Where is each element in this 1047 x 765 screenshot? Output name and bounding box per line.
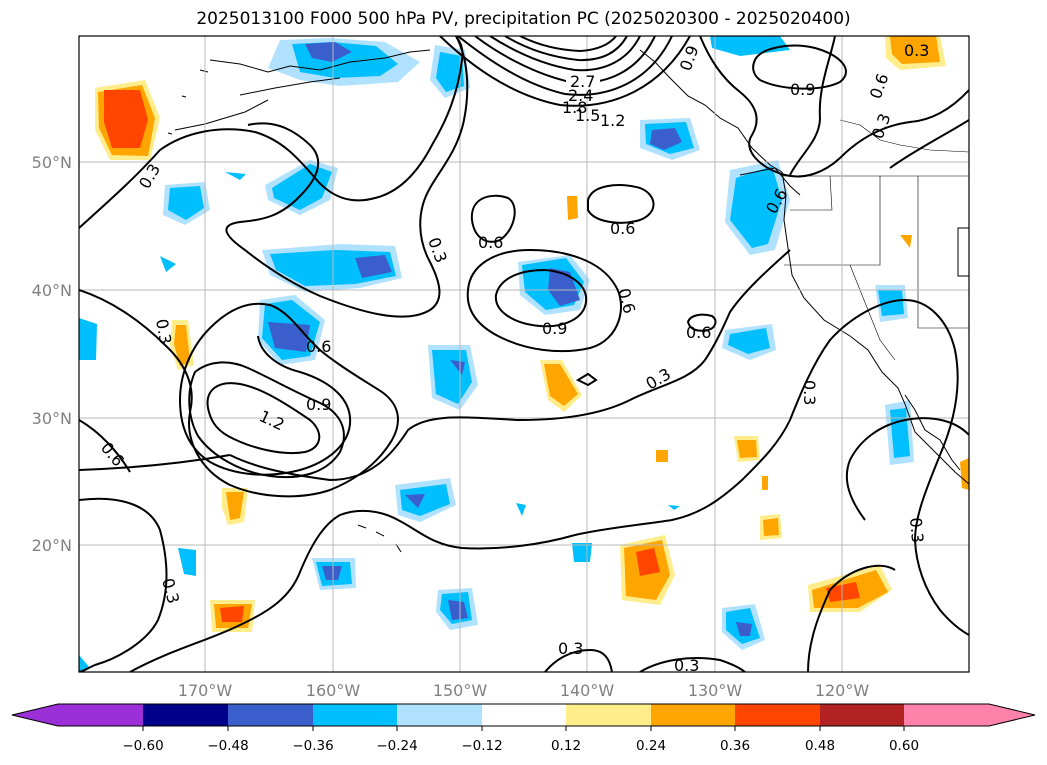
colorbar-swatch <box>904 704 989 726</box>
precip-shading <box>79 36 969 672</box>
contour-label: 0.9 <box>542 319 567 338</box>
colorbar-tick: −0.48 <box>207 738 248 754</box>
colorbar-tick: 0.36 <box>720 738 750 754</box>
lat-label-20n: 20°N <box>32 536 72 555</box>
colorbar-swatch <box>313 704 397 726</box>
map-frame <box>78 35 970 673</box>
lat-label-30n: 30°N <box>32 409 72 428</box>
lat-label-40n: 40°N <box>32 281 72 300</box>
longitude-labels: 170°W 160°W 150°W 140°W 130°W 120°W <box>178 681 870 700</box>
colorbar: −0.60 −0.48 −0.36 −0.24 −0.12 0.12 0.24 … <box>11 703 1036 754</box>
colorbar-swatch <box>820 704 904 726</box>
contour-label: 1.5 <box>575 106 600 125</box>
contour-label: 0.3 <box>674 656 699 675</box>
colorbar-tick: −0.12 <box>461 738 502 754</box>
lon-label-150w: 150°W <box>433 681 488 700</box>
contour-labels: 2.7 2.4 1.8 1.5 1.2 0.9 0.9 0.6 0.3 0.3 … <box>97 41 930 675</box>
contour-label: 0.6 <box>478 233 503 252</box>
contour-label: 0.9 <box>306 395 331 414</box>
lon-label-140w: 140°W <box>560 681 615 700</box>
colorbar-swatch <box>143 704 228 726</box>
gridlines <box>79 36 969 672</box>
colorbar-swatch <box>651 704 735 726</box>
contour-label: 0.3 <box>558 639 583 658</box>
contour-label: 1.2 <box>600 111 625 130</box>
contour-label: 0.6 <box>306 337 331 356</box>
colorbar-tick: 0.48 <box>805 738 835 754</box>
colorbar-extend-high <box>989 704 1035 726</box>
colorbar-tick: −0.24 <box>376 738 417 754</box>
contour-label: 0.3 <box>152 317 175 345</box>
contour-label: 0.6 <box>610 219 635 238</box>
coastlines <box>167 49 969 553</box>
lon-label-160w: 160°W <box>306 681 361 700</box>
contour-label: 0.6 <box>686 323 711 342</box>
colorbar-swatch <box>482 704 566 726</box>
contour-label: 2.7 <box>570 72 595 91</box>
lat-label-50n: 50°N <box>32 153 72 172</box>
colorbar-swatch <box>58 704 143 726</box>
contour-label: 2.4 <box>568 86 593 105</box>
colorbar-tick: 0.60 <box>889 738 919 754</box>
colorbar-tick: −0.36 <box>292 738 333 754</box>
colorbar-swatch <box>735 704 820 726</box>
contour-label: 0.3 <box>906 517 927 544</box>
map-panel: 2.7 2.4 1.8 1.5 1.2 0.9 0.9 0.6 0.3 0.3 … <box>79 36 969 675</box>
lon-label-170w: 170°W <box>178 681 233 700</box>
latitude-labels: 50°N 40°N 30°N 20°N <box>32 153 72 555</box>
pv-contours <box>79 36 969 672</box>
chart-title: 2025013100 F000 500 hPa PV, precipitatio… <box>196 9 851 29</box>
colorbar-outline <box>11 703 1036 727</box>
contour-label: 1.8 <box>562 98 587 117</box>
colorbar-swatch <box>397 704 482 726</box>
colorbar-tick: 0.12 <box>551 738 581 754</box>
contour-label: 0.3 <box>904 41 929 60</box>
colorbar-tick: 0.24 <box>636 738 666 754</box>
colorbar-tick: −0.60 <box>122 738 163 754</box>
lon-label-130w: 130°W <box>688 681 743 700</box>
contour-label: 0.9 <box>790 80 815 99</box>
colorbar-swatch <box>566 704 651 726</box>
colorbar-extend-low <box>12 704 58 726</box>
colorbar-swatch <box>228 704 313 726</box>
lon-label-120w: 120°W <box>815 681 870 700</box>
contour-label: 0.3 <box>800 380 819 405</box>
